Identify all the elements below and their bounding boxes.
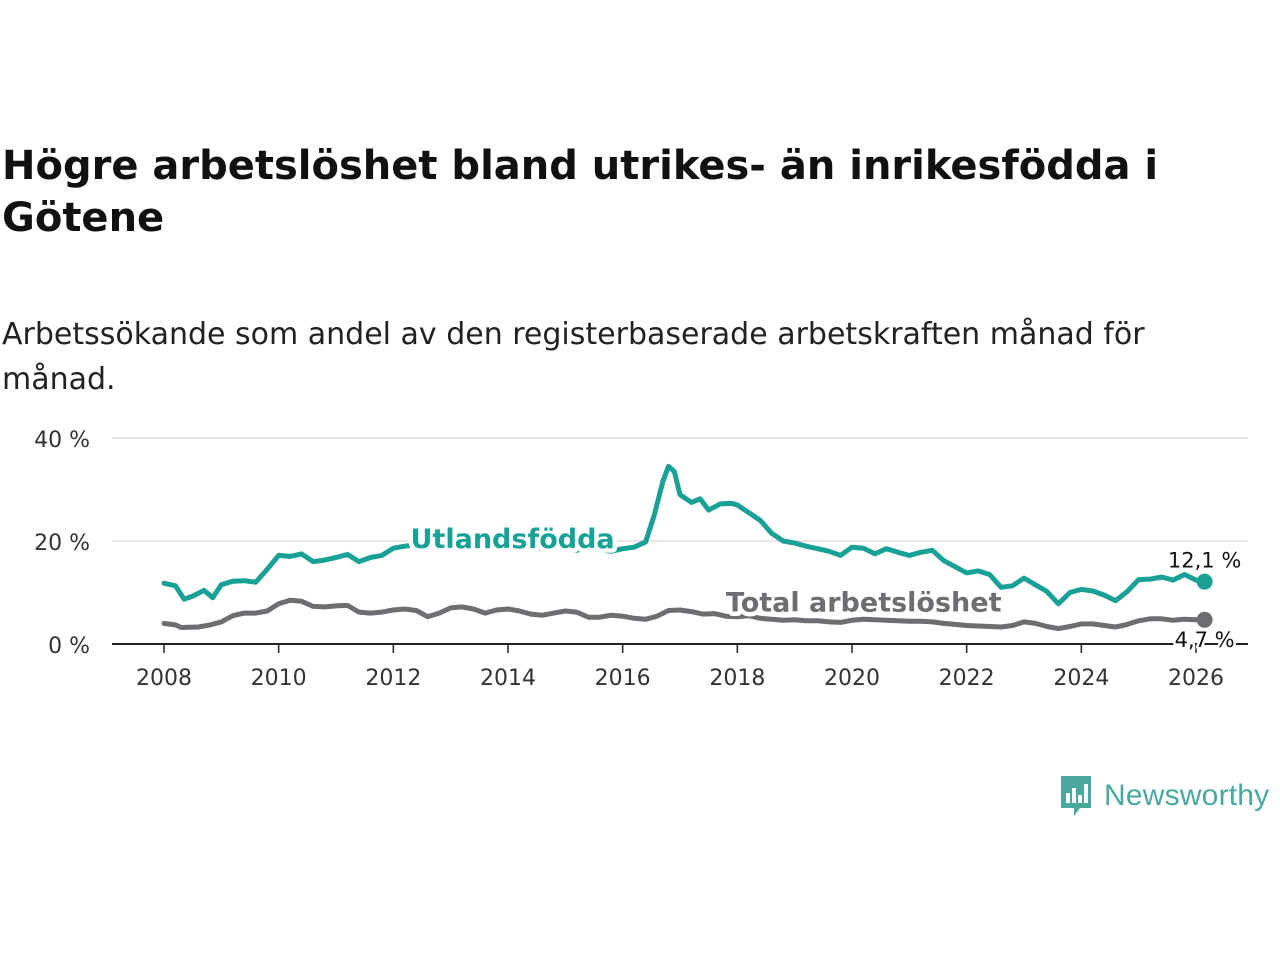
- y-tick-label: 20 %: [34, 531, 90, 556]
- total-arbetsloshet-end-marker: [1196, 611, 1213, 628]
- newsworthy-logo-icon: [1061, 776, 1091, 816]
- total-arbetsloshet-end-label: 4,7 %: [1175, 628, 1235, 652]
- y-axis-ticks: 0 % 20 % 40 %: [34, 428, 90, 659]
- total-arbetsloshet-label: Total arbetslöshet: [726, 588, 1002, 619]
- series-lines: [161, 463, 1208, 632]
- utlandsfodda-end-label: 12,1 %: [1168, 549, 1241, 573]
- utlandsfodda-line: [161, 463, 1208, 607]
- total-arbetsloshet-line: [161, 597, 1208, 632]
- end-markers: 12,1 % 4,7 %: [1165, 546, 1243, 654]
- x-tick-label: 2016: [595, 666, 651, 691]
- x-tick-label: 2022: [939, 666, 995, 691]
- newsworthy-logo[interactable]: Newsworthy: [1058, 772, 1269, 820]
- x-tick-label: 2018: [709, 666, 765, 691]
- chart-title: Högre arbetslöshet bland utrikes- än inr…: [2, 143, 1159, 241]
- gridlines: [112, 437, 1248, 542]
- x-tick-label: 2010: [251, 666, 307, 691]
- series-labels: Utlandsfödda Total arbetslöshet: [406, 520, 1006, 623]
- x-tick-label: 2020: [824, 666, 880, 691]
- y-tick-label: 40 %: [34, 428, 90, 453]
- brand-name: Newsworthy: [1104, 779, 1270, 812]
- utlandsfodda-end-marker: [1196, 573, 1213, 590]
- x-tick-label: 2012: [365, 666, 421, 691]
- x-tick-label: 2008: [136, 666, 192, 691]
- utlandsfodda-label: Utlandsfödda: [411, 524, 615, 555]
- y-tick-label: 0 %: [48, 634, 90, 659]
- x-tick-label: 2014: [480, 666, 536, 691]
- line-chart: 0 % 20 % 40 % 2008 2010 2012 2014 2016 2018 2020…: [34, 428, 1248, 691]
- x-axis: 2008 2010 2012 2014 2016 2018 2020 2022 2024 2026: [112, 643, 1248, 691]
- chart-subtitle: Arbetssökande som andel av den registerb…: [2, 317, 1145, 397]
- x-tick-label: 2026: [1168, 666, 1224, 691]
- x-tick-label: 2024: [1053, 666, 1109, 691]
